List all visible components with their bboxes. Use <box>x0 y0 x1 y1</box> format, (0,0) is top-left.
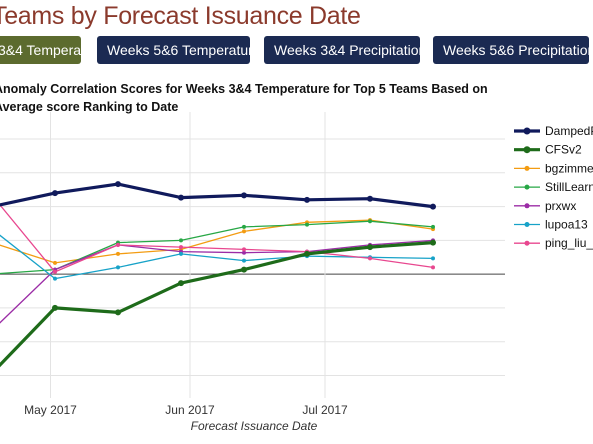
x-tick-label: May 2017 <box>24 403 77 417</box>
data-point <box>242 224 246 229</box>
data-point <box>53 260 57 265</box>
chart-title-line-2: Average score Ranking to Date <box>0 100 179 114</box>
data-point <box>178 280 184 287</box>
data-point <box>368 256 372 261</box>
data-point <box>52 190 58 197</box>
legend-label: DampedP <box>545 124 593 138</box>
data-point <box>116 251 120 256</box>
series-line <box>0 204 434 273</box>
data-point <box>304 250 310 257</box>
data-point <box>430 239 436 246</box>
data-point <box>430 203 436 210</box>
data-point <box>179 238 183 243</box>
legend-label: bgzimme <box>545 161 593 175</box>
data-point <box>178 194 184 201</box>
legend-swatch-marker <box>524 184 530 190</box>
chart-title: Anomaly Correlation Scores for Weeks 3&4… <box>0 80 488 116</box>
legend-item[interactable]: DampedP <box>514 124 593 138</box>
legend-swatch-marker <box>523 146 531 154</box>
x-axis-ticks: May 2017 Jun 2017 Jul 2017 <box>24 403 348 417</box>
legend-label: StillLearn <box>545 180 593 194</box>
legend-item[interactable]: bgzimme <box>514 161 593 175</box>
page-title: Teams by Forecast Issuance Date <box>0 2 361 30</box>
legend-label: CFSv2 <box>545 143 582 157</box>
series-line <box>0 219 434 264</box>
data-point <box>179 251 183 256</box>
series-prxwx <box>0 238 435 324</box>
tab-weeks-5-6-temperature[interactable]: Weeks 5&6 Temperature <box>97 36 261 64</box>
data-point <box>241 192 247 199</box>
data-point <box>242 258 246 263</box>
series-line <box>0 182 434 209</box>
data-point <box>115 309 121 316</box>
data-point <box>431 265 435 270</box>
legend-item[interactable]: CFSv2 <box>514 143 582 157</box>
tab-weeks-5-6-precipitation[interactable]: Weeks 5&6 Precipitation <box>433 36 593 64</box>
series-dampedpersistence <box>0 181 436 210</box>
chart-legend[interactable]: DampedP CFSv2 bgzimme StillLearn prxwx lupoa1… <box>514 124 593 250</box>
data-point <box>241 266 247 273</box>
chart-series <box>0 181 436 368</box>
legend-swatch-marker <box>524 222 530 227</box>
data-point <box>304 196 310 203</box>
data-point <box>242 250 246 255</box>
series-lupoa13 <box>0 234 435 281</box>
data-point <box>116 242 120 247</box>
data-point <box>115 181 121 188</box>
legend-swatch-marker <box>524 240 530 246</box>
data-point <box>368 219 372 224</box>
data-point <box>179 245 183 250</box>
legend-swatch-marker <box>524 165 530 171</box>
data-point <box>53 276 57 281</box>
tab-weeks-3-4-precipitation[interactable]: Weeks 3&4 Precipitation <box>264 36 426 64</box>
data-point <box>367 195 373 202</box>
series-line <box>0 234 434 280</box>
data-point <box>52 304 58 311</box>
series-line <box>0 239 434 324</box>
data-point <box>116 265 120 270</box>
tab-weeks-3-4-temperature[interactable]: 3&4 Temperature <box>0 36 105 64</box>
data-point <box>431 256 435 261</box>
series-line <box>0 241 434 368</box>
legend-item[interactable]: prxwx <box>514 199 576 213</box>
chart-grid <box>0 112 505 398</box>
x-tick-label: Jun 2017 <box>165 403 215 417</box>
chart-title-line-1: Anomaly Correlation Scores for Weeks 3&4… <box>0 82 488 96</box>
data-point <box>367 244 373 251</box>
legend-item[interactable]: ping_liu_ <box>514 236 593 250</box>
legend-label: prxwx <box>545 199 576 213</box>
legend-swatch-marker <box>524 203 530 209</box>
legend-item[interactable]: lupoa13 <box>514 218 588 232</box>
x-axis-label: Forecast Issuance Date <box>191 419 318 433</box>
data-point <box>53 269 57 274</box>
data-point <box>431 224 435 229</box>
legend-label: ping_liu_ <box>545 236 593 250</box>
legend-item[interactable]: StillLearn <box>514 180 593 194</box>
legend-label: lupoa13 <box>545 218 588 232</box>
data-point <box>242 247 246 252</box>
data-point <box>305 222 309 227</box>
series-cfsv2 <box>0 239 436 368</box>
legend-swatch-marker <box>523 127 531 135</box>
x-tick-label: Jul 2017 <box>302 403 348 417</box>
data-point <box>242 229 246 234</box>
